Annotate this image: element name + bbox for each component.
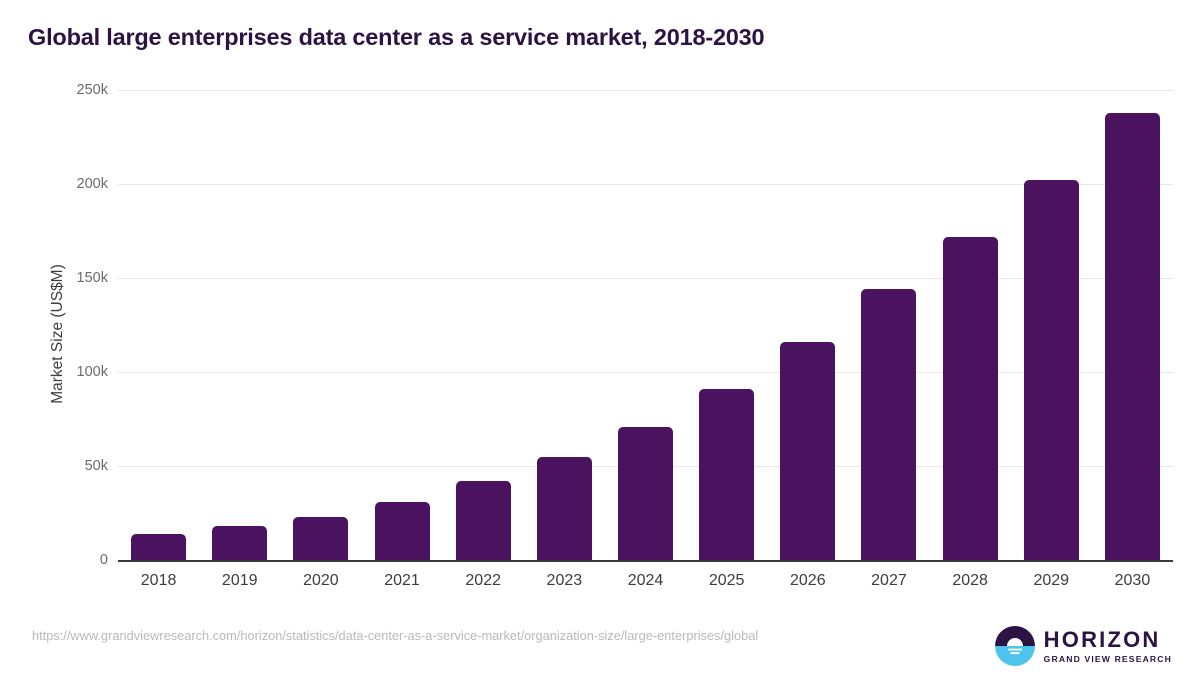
- x-tick-label: 2029: [1033, 572, 1070, 589]
- x-tick-label: 2019: [221, 572, 258, 589]
- x-tick-label: 2021: [384, 572, 420, 589]
- gridline: [118, 278, 1173, 279]
- chart-footer: https://www.grandviewresearch.com/horizo…: [0, 618, 1200, 675]
- y-tick-label: 250k: [76, 82, 108, 98]
- x-axis-line: [118, 560, 1173, 562]
- x-tick-label: 2030: [1114, 572, 1151, 589]
- logo-wordmark: HORIZON: [1043, 626, 1161, 652]
- bar-2022[interactable]: [455, 481, 511, 560]
- bar-2028[interactable]: [942, 236, 998, 560]
- source-url[interactable]: https://www.grandviewresearch.com/horizo…: [32, 628, 759, 643]
- bar-2025[interactable]: [699, 388, 755, 560]
- bar-2027[interactable]: [861, 289, 917, 560]
- x-tick-label: 2024: [627, 572, 664, 589]
- y-tick-label: 0: [99, 552, 108, 568]
- bar-2026[interactable]: [780, 341, 836, 560]
- x-tick-label: 2026: [790, 572, 826, 589]
- bar-2021[interactable]: [374, 501, 430, 560]
- bar-2020[interactable]: [293, 516, 349, 560]
- x-tick-label: 2020: [303, 572, 339, 589]
- y-tick-label: 50k: [84, 458, 108, 474]
- x-tick-label: 2027: [871, 572, 907, 589]
- gridline: [118, 90, 1173, 91]
- x-tick-label: 2025: [708, 572, 745, 589]
- x-tick-label: 2018: [140, 572, 177, 589]
- bar-2019[interactable]: [212, 526, 268, 560]
- x-tick-label: 2028: [952, 572, 988, 589]
- bar-2023[interactable]: [536, 456, 592, 560]
- gridline: [118, 184, 1173, 185]
- bar-series: [131, 112, 1160, 560]
- y-tick-label: 150k: [76, 270, 108, 286]
- bar-2018[interactable]: [131, 533, 187, 560]
- bar-2024[interactable]: [618, 426, 673, 560]
- bar-2030[interactable]: [1104, 112, 1160, 560]
- horizon-logo-text: HORIZON GRAND VIEW RESEARCH: [1043, 626, 1172, 664]
- chart-plot-area: Market Size (US$M) 0 50k 100k 150k 200k 250k …: [49, 82, 1173, 589]
- gridline: [118, 372, 1173, 373]
- x-tick-label: 2022: [465, 572, 501, 589]
- horizon-logo: HORIZON GRAND VIEW RESEARCH: [994, 626, 1172, 666]
- y-tick-label: 200k: [76, 176, 108, 192]
- horizon-logo-icon: [994, 626, 1035, 666]
- page-title: Global large enterprises data center as …: [28, 24, 765, 50]
- y-tick-label: 100k: [76, 364, 108, 380]
- logo-subtitle: GRAND VIEW RESEARCH: [1043, 653, 1172, 664]
- x-tick-label: 2023: [546, 572, 583, 589]
- bar-2029[interactable]: [1023, 180, 1079, 560]
